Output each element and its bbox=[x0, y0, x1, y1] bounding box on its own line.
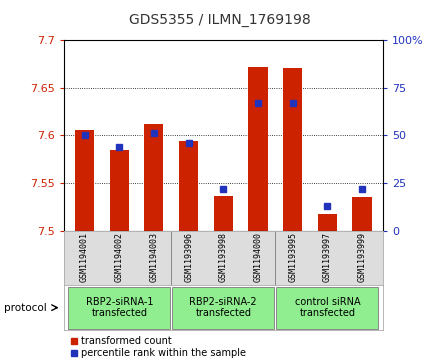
Bar bbox=[75, 130, 94, 231]
Bar bbox=[110, 150, 129, 231]
Text: GDS5355 / ILMN_1769198: GDS5355 / ILMN_1769198 bbox=[129, 13, 311, 27]
Text: GSM1193997: GSM1193997 bbox=[323, 232, 332, 282]
Bar bbox=[249, 66, 268, 231]
Text: RBP2-siRNA-1
transfected: RBP2-siRNA-1 transfected bbox=[85, 297, 153, 318]
Text: control siRNA
transfected: control siRNA transfected bbox=[294, 297, 360, 318]
Bar bbox=[352, 197, 371, 231]
Bar bbox=[144, 124, 164, 231]
Legend: transformed count, percentile rank within the sample: transformed count, percentile rank withi… bbox=[69, 335, 247, 359]
Text: GSM1194001: GSM1194001 bbox=[80, 232, 89, 282]
Text: protocol: protocol bbox=[4, 303, 47, 313]
Bar bbox=[276, 287, 378, 329]
Text: GSM1193995: GSM1193995 bbox=[288, 232, 297, 282]
Text: GSM1194002: GSM1194002 bbox=[115, 232, 124, 282]
Bar bbox=[172, 287, 274, 329]
Bar bbox=[214, 196, 233, 231]
Text: GSM1194000: GSM1194000 bbox=[253, 232, 263, 282]
Bar bbox=[179, 141, 198, 231]
Bar bbox=[283, 68, 302, 231]
Bar bbox=[68, 287, 170, 329]
Text: GSM1193996: GSM1193996 bbox=[184, 232, 193, 282]
Text: RBP2-siRNA-2
transfected: RBP2-siRNA-2 transfected bbox=[190, 297, 257, 318]
Text: GSM1193999: GSM1193999 bbox=[357, 232, 367, 282]
Text: GSM1193998: GSM1193998 bbox=[219, 232, 228, 282]
Bar bbox=[318, 214, 337, 231]
Text: GSM1194003: GSM1194003 bbox=[150, 232, 158, 282]
